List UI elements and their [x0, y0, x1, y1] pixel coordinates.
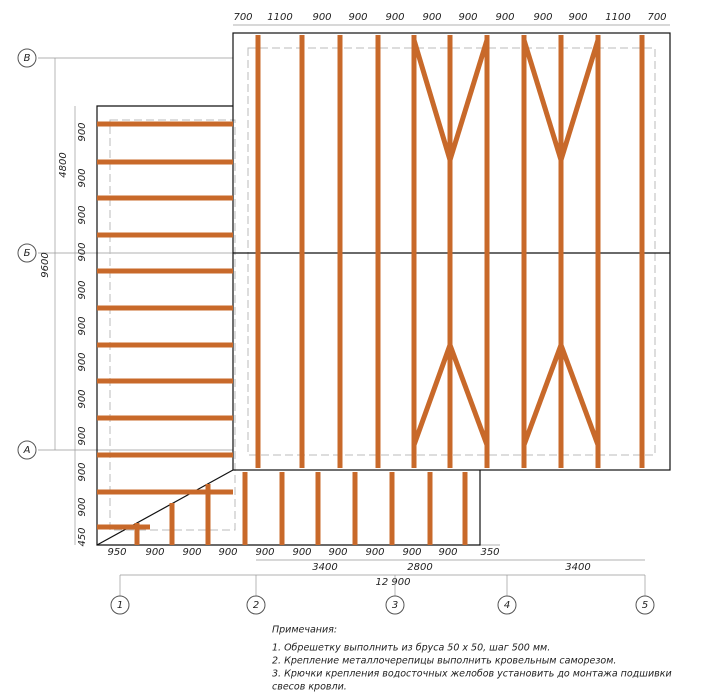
dimension-label: 900 — [438, 547, 457, 558]
axis-bubble — [17, 48, 37, 68]
dimension-label: 900 — [348, 12, 367, 23]
axis-bubble — [17, 243, 37, 263]
dimension-label: 900 — [77, 122, 88, 141]
axis-label: Б — [24, 248, 31, 259]
dimension-label: 12 900 — [376, 577, 411, 588]
dimension-label: 900 — [77, 389, 88, 408]
outlines — [96, 32, 671, 546]
dimension-label: 700 — [233, 12, 252, 23]
axis-bubble — [635, 595, 655, 615]
dimension-label: 900 — [77, 497, 88, 516]
dimension-label: 450 — [77, 527, 88, 546]
dimension-label: 900 — [533, 12, 552, 23]
dimension-label: 900 — [77, 242, 88, 261]
dimension-label: 900 — [495, 12, 514, 23]
dimension-label: 900 — [77, 462, 88, 481]
axis-bubble — [497, 595, 517, 615]
dimension-label: 900 — [568, 12, 587, 23]
axis-label: 4 — [504, 600, 510, 611]
axis-bubble — [246, 595, 266, 615]
dimension-label: 900 — [255, 547, 274, 558]
note-line: 3. Крючки крепления водосточных желобов … — [272, 669, 672, 680]
rafter — [411, 39, 453, 161]
dimension-label: 900 — [458, 12, 477, 23]
dimension-label: 900 — [77, 280, 88, 299]
axis-label: 5 — [642, 600, 648, 611]
rafter — [447, 344, 490, 446]
dimension-label: 350 — [480, 547, 499, 558]
dimension-label: 3400 — [565, 562, 590, 573]
dimension-label: 900 — [422, 12, 441, 23]
dimension-label: 900 — [77, 168, 88, 187]
notes-title: Примечания: — [272, 625, 337, 636]
note-line: свесов кровли. — [272, 682, 347, 693]
dimension-label: 900 — [182, 547, 201, 558]
rafter — [521, 344, 564, 446]
dimension-label: 2800 — [407, 562, 432, 573]
axis-bubble — [17, 440, 37, 460]
axis-label: 1 — [117, 600, 123, 611]
axis-label: В — [24, 53, 31, 64]
axis-label: А — [23, 445, 31, 456]
rafter — [521, 39, 564, 161]
dimension-label: 700 — [647, 12, 666, 23]
dimension-label: 900 — [365, 547, 384, 558]
dimension-label: 900 — [77, 205, 88, 224]
dimension-label: 900 — [402, 547, 421, 558]
dimension-label: 4800 — [58, 152, 69, 177]
axis-bubble — [385, 595, 405, 615]
dimension-label: 900 — [77, 352, 88, 371]
dimension-label: 900 — [385, 12, 404, 23]
dimension-label: 950 — [107, 547, 126, 558]
dimension-label: 900 — [145, 547, 164, 558]
note-line: 1. Обрешетку выполнить из бруса 50 x 50,… — [272, 643, 550, 654]
rafter — [558, 39, 601, 161]
dimension-label: 1100 — [605, 12, 630, 23]
rafter — [411, 344, 453, 446]
dimension-label: 900 — [77, 316, 88, 335]
dimension-label: 900 — [77, 426, 88, 445]
axis-bubble — [110, 595, 130, 615]
dimension-label: 900 — [328, 547, 347, 558]
axis-label: 3 — [392, 600, 398, 611]
dimension-label: 900 — [292, 547, 311, 558]
dimension-label: 900 — [218, 547, 237, 558]
dimension-label: 1100 — [267, 12, 292, 23]
axis-label: 2 — [253, 600, 259, 611]
dimension-label: 9600 — [40, 252, 51, 277]
dimension-label: 900 — [312, 12, 331, 23]
rafter — [558, 344, 601, 446]
rafter — [447, 39, 490, 161]
note-line: 2. Крепление металлочерепицы выполнить к… — [272, 656, 616, 667]
rafters — [97, 35, 645, 545]
labels: 700 1100 900 900 900 900 900 900 900 900 1100 700 90… — [17, 12, 672, 693]
dimension-label: 3400 — [312, 562, 337, 573]
